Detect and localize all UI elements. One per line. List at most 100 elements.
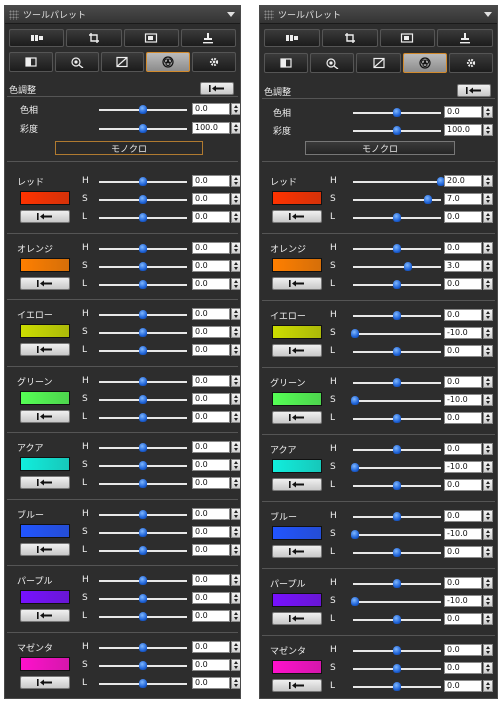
hue-slider[interactable] [353,108,441,117]
purple-s-spinner[interactable] [483,595,493,607]
orange-s-slider-knob[interactable] [403,262,412,271]
reset-button-purple[interactable] [272,612,322,625]
orange-l-slider[interactable] [99,279,187,289]
purple-l-value-field[interactable]: 0.0 [444,613,482,625]
red-h-slider-knob[interactable] [139,177,147,186]
green-l-value-field[interactable]: 0.0 [444,412,482,424]
blue-l-value-field[interactable]: 0.0 [192,543,230,556]
red-l-slider[interactable] [353,213,441,222]
red-s-slider-knob[interactable] [423,195,432,204]
red-l-value-field[interactable]: 0.0 [192,211,230,223]
magenta-l-value-field[interactable]: 0.0 [444,680,482,692]
reset-button-aqua[interactable] [20,476,70,489]
blue-l-spinner[interactable] [231,543,240,556]
monochrome-button[interactable]: モノクロ [55,141,203,155]
yellow-h-slider[interactable] [353,311,441,320]
aqua-h-slider-knob[interactable] [139,443,147,452]
orange-h-spinner[interactable] [231,241,240,254]
tool-tab-stamp[interactable] [437,29,493,47]
blue-s-value-field[interactable]: -10.0 [444,528,482,540]
purple-h-value-field[interactable]: 0.0 [444,577,482,589]
tool-tab-gear[interactable] [448,53,494,73]
yellow-l-slider-knob[interactable] [139,346,147,355]
magenta-h-spinner[interactable] [231,640,240,653]
aqua-h-spinner[interactable] [231,441,240,453]
orange-s-value-field[interactable]: 3.0 [444,260,482,272]
green-s-slider-knob[interactable] [350,396,359,405]
blue-l-slider-knob[interactable] [393,548,401,557]
purple-l-slider-knob[interactable] [393,615,401,624]
tool-tab-curve[interactable] [100,52,145,72]
red-h-spinner[interactable] [231,175,240,187]
yellow-h-value-field[interactable]: 0.0 [444,309,482,321]
purple-h-slider-knob[interactable] [139,576,147,585]
blue-h-value-field[interactable]: 0.0 [192,507,230,520]
reset-button-purple[interactable] [20,609,70,622]
green-h-value-field[interactable]: 0.0 [192,374,230,387]
red-s-slider[interactable] [99,195,187,204]
yellow-l-spinner[interactable] [483,345,493,357]
saturation-value-field[interactable]: 100.0 [444,124,482,136]
magenta-h-slider-knob[interactable] [139,642,147,652]
tool-tab-curve[interactable] [356,53,401,73]
purple-s-slider-knob[interactable] [350,597,359,606]
purple-s-value-field[interactable]: 0.0 [192,592,230,604]
blue-l-slider-knob[interactable] [139,545,147,555]
orange-h-slider-knob[interactable] [139,243,147,253]
dropdown-arrow-icon[interactable] [227,12,235,17]
saturation-slider[interactable] [353,126,441,135]
magenta-s-slider[interactable] [353,664,441,673]
red-l-spinner[interactable] [483,211,493,223]
magenta-h-value-field[interactable]: 0.0 [192,640,230,653]
red-h-value-field[interactable]: 20.0 [444,175,482,187]
aqua-s-spinner[interactable] [483,461,493,473]
orange-h-slider[interactable] [99,243,187,253]
magenta-l-spinner[interactable] [231,676,240,689]
magenta-h-slider-knob[interactable] [393,646,401,655]
yellow-l-slider[interactable] [99,346,187,355]
tool-tab-gear[interactable] [192,52,236,72]
yellow-h-spinner[interactable] [231,308,240,320]
hue-value-field[interactable]: 0.0 [444,106,482,118]
green-l-slider-knob[interactable] [139,412,147,422]
tool-tab-stamp[interactable] [180,29,236,47]
blue-l-value-field[interactable]: 0.0 [444,546,482,558]
dropdown-arrow-icon[interactable] [484,12,492,17]
aqua-h-spinner[interactable] [483,443,493,455]
aqua-l-spinner[interactable] [483,479,493,491]
blue-s-slider-knob[interactable] [350,530,359,539]
yellow-l-value-field[interactable]: 0.0 [192,344,230,356]
yellow-h-slider-knob[interactable] [139,310,147,319]
yellow-s-value-field[interactable]: 0.0 [192,326,230,338]
magenta-s-slider[interactable] [99,660,187,670]
purple-h-slider-knob[interactable] [393,579,401,588]
purple-h-slider[interactable] [99,576,187,585]
green-s-slider[interactable] [99,394,187,404]
purple-h-value-field[interactable]: 0.0 [192,574,230,586]
aqua-l-slider-knob[interactable] [393,481,401,490]
yellow-h-slider[interactable] [99,310,187,319]
aqua-s-slider[interactable] [99,461,187,470]
yellow-l-slider[interactable] [353,347,441,356]
red-l-slider-knob[interactable] [393,213,401,222]
aqua-s-slider-knob[interactable] [139,461,147,470]
aqua-s-value-field[interactable]: -10.0 [444,461,482,473]
orange-h-slider-knob[interactable] [393,244,401,253]
saturation-slider[interactable] [99,124,187,133]
blue-h-slider-knob[interactable] [393,512,401,521]
magenta-l-spinner[interactable] [483,680,493,692]
purple-l-slider-knob[interactable] [139,612,147,621]
aqua-h-slider-knob[interactable] [393,445,401,454]
green-h-slider-knob[interactable] [393,378,401,387]
section-reset-button[interactable] [457,84,491,97]
blue-l-slider[interactable] [99,545,187,555]
green-s-spinner[interactable] [231,392,240,405]
reset-button-orange[interactable] [20,276,70,290]
aqua-h-slider[interactable] [99,443,187,452]
green-h-slider[interactable] [353,378,441,387]
red-h-slider[interactable] [99,177,187,186]
orange-h-value-field[interactable]: 0.0 [192,241,230,254]
green-l-value-field[interactable]: 0.0 [192,410,230,423]
red-h-slider[interactable] [353,177,445,186]
orange-l-slider[interactable] [353,280,441,289]
